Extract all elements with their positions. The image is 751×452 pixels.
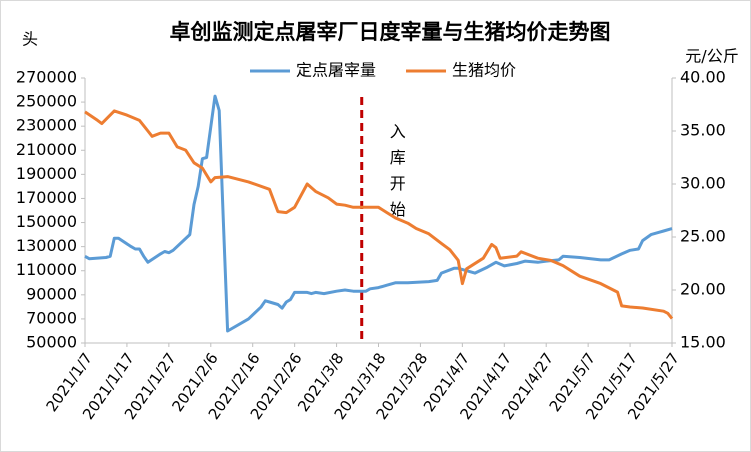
y-tick-label: 70000 <box>26 308 77 327</box>
y-tick-label: 150000 <box>16 212 77 231</box>
y2-tick-label: 35.00 <box>680 121 726 140</box>
series-line <box>84 109 674 320</box>
legend-label: 生猪均价 <box>452 61 516 80</box>
y-tick-label: 210000 <box>16 140 77 159</box>
y2-tick-label: 20.00 <box>680 280 726 299</box>
y2-tick-label: 25.00 <box>680 227 726 246</box>
y-tick-label: 230000 <box>16 116 77 135</box>
y-tick-label: 270000 <box>16 68 77 87</box>
y-tick-label: 170000 <box>16 188 77 207</box>
y2-tick-label: 40.00 <box>680 68 726 87</box>
y-tick-label: 250000 <box>16 92 77 111</box>
chart-title: 卓创监测定点屠宰厂日度宰量与生猪均价走势图 <box>170 20 611 44</box>
y-tick-label: 90000 <box>26 284 77 303</box>
legend-label: 定点屠宰量 <box>296 61 376 80</box>
y-tick-label: 110000 <box>16 260 77 279</box>
y-unit: 头 <box>22 30 38 49</box>
series-line <box>84 94 673 333</box>
y2-tick-label: 30.00 <box>680 174 726 193</box>
y2-unit: 元/公斤 <box>685 47 738 66</box>
y-tick-label: 190000 <box>16 164 77 183</box>
annotation-text: 入库开始 <box>390 122 406 219</box>
y-tick-label: 50000 <box>26 333 77 352</box>
y-tick-label: 130000 <box>16 236 77 255</box>
y2-tick-label: 15.00 <box>680 333 726 352</box>
